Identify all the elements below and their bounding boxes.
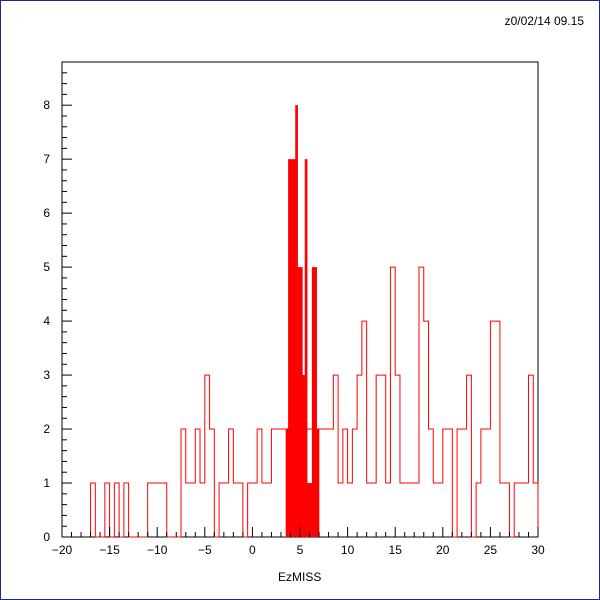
x-tick-label: −5 <box>198 543 212 557</box>
filled-bar <box>290 159 294 537</box>
timestamp-label: z0/02/14 09.15 <box>504 14 584 28</box>
x-tick-label: −15 <box>99 543 120 557</box>
filled-bar <box>285 429 289 537</box>
x-tick-label: 0 <box>249 543 256 557</box>
x-tick-label: 10 <box>341 543 355 557</box>
filled-bar <box>288 159 291 537</box>
filled-bar <box>295 105 298 537</box>
filled-bar <box>292 159 296 537</box>
filled-bar <box>304 159 308 537</box>
y-tick-label: 3 <box>43 368 50 382</box>
x-tick-label: 30 <box>531 543 545 557</box>
x-tick-label: 5 <box>297 543 304 557</box>
filled-bar <box>307 483 310 537</box>
x-axis-label: EzMISS <box>278 570 322 584</box>
filled-bar <box>314 267 317 537</box>
outline-step-line <box>90 266 539 538</box>
y-tick-label: 2 <box>43 422 50 436</box>
filled-bar <box>300 267 303 537</box>
x-axis: −20 −15 −10 −5 0 5 10 15 20 25 30 <box>52 527 545 557</box>
x-tick-label: 25 <box>484 543 498 557</box>
filled-bar <box>302 375 306 537</box>
x-tick-label: 15 <box>389 543 403 557</box>
y-axis: 0 1 2 3 4 5 6 7 8 <box>43 61 72 544</box>
filled-bar <box>297 267 301 537</box>
y-tick-label: 7 <box>43 152 50 166</box>
filled-bar <box>311 267 315 537</box>
filled-histogram <box>285 105 320 537</box>
x-tick-label: 20 <box>436 543 450 557</box>
filled-bar <box>309 483 313 537</box>
outline-histogram <box>90 266 539 538</box>
filled-bar <box>316 429 320 537</box>
y-tick-label: 4 <box>43 314 50 328</box>
y-tick-label: 0 <box>43 530 50 544</box>
y-tick-label: 8 <box>43 98 50 112</box>
y-tick-label: 5 <box>43 260 50 274</box>
y-tick-label: 6 <box>43 206 50 220</box>
y-tick-label: 1 <box>43 476 50 490</box>
x-tick-label: −20 <box>52 543 73 557</box>
x-tick-label: −10 <box>147 543 168 557</box>
